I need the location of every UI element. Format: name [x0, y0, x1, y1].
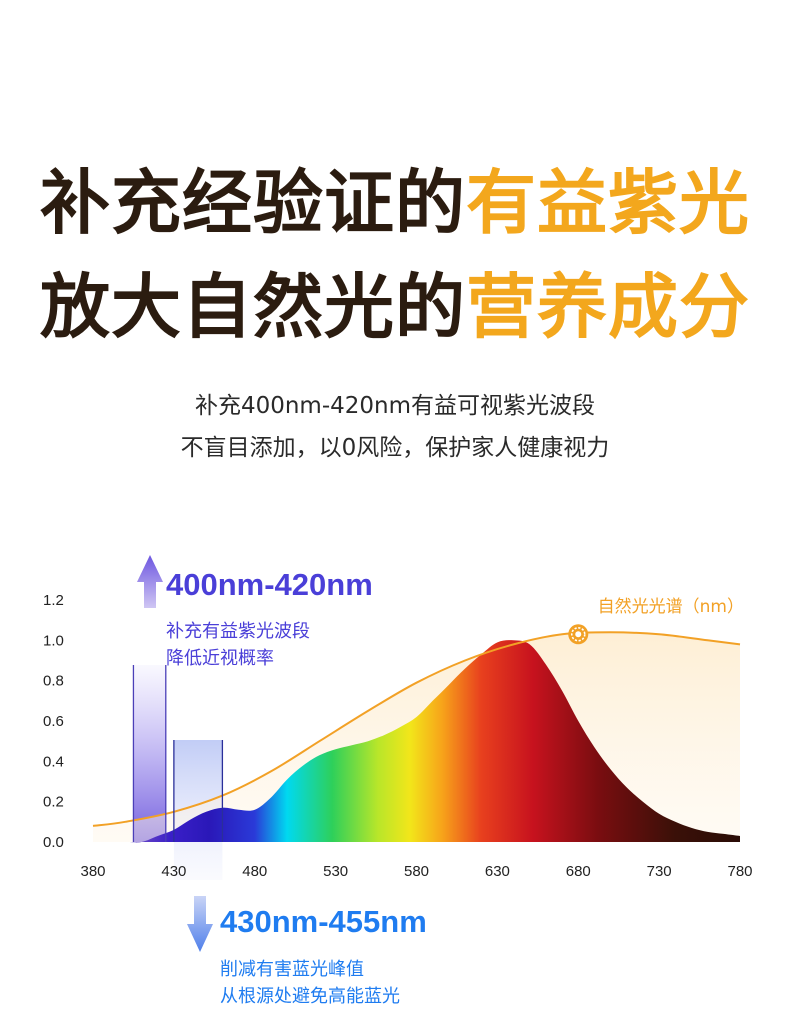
natural-light-legend: 自然光光谱（nm）	[598, 597, 744, 617]
violet-band-desc-1: 补充有益紫光波段	[166, 621, 310, 642]
x-tick-label: 480	[242, 863, 267, 880]
chart-legend: 自然光光谱（nm）	[568, 597, 744, 645]
x-tick-label: 530	[323, 863, 348, 880]
violet-band-beam	[133, 665, 166, 842]
violet-band-desc-2: 降低近视概率	[166, 648, 274, 669]
arrow-up-icon	[137, 555, 163, 608]
subtitle-2: 不盲目添加，以0风险，保护家人健康视力	[180, 435, 610, 461]
x-tick-label: 630	[485, 863, 510, 880]
led-spectrum-area	[93, 640, 740, 843]
sun-icon-core	[575, 631, 582, 638]
arrow-down-icon	[187, 896, 213, 952]
band-highlights	[133, 665, 223, 880]
blue-band-desc-1: 削减有害蓝光峰值	[220, 959, 364, 980]
y-tick-label: 0.4	[43, 753, 64, 770]
x-tick-label: 730	[647, 863, 672, 880]
x-tick-label: 680	[566, 863, 591, 880]
blue-band-label: 430nm-455nm	[220, 904, 427, 939]
headline-1-dark: 补充经验证的	[40, 162, 466, 244]
y-tick-label: 0.6	[43, 713, 64, 730]
x-tick-label: 380	[80, 863, 105, 880]
natural-light-curve	[92, 631, 741, 827]
y-tick-label: 0.2	[43, 794, 64, 811]
sun-icon-rays	[570, 626, 586, 642]
headline-2-accent: 营养成分	[466, 266, 750, 348]
violet-band-label: 400nm-420nm	[166, 567, 373, 602]
x-tick-label: 780	[727, 863, 752, 880]
x-tick-label: 580	[404, 863, 429, 880]
y-tick-label: 0.0	[43, 834, 64, 851]
chart-axes: 0.0 0.2 0.4 0.6 0.8 1.0 1.2 380 430 480 530 580 630 6…	[43, 592, 753, 880]
blue-band-desc-2: 从根源处避免高能蓝光	[220, 986, 400, 1007]
y-tick-label: 1.0	[43, 632, 64, 649]
headline-line-1: 补充经验证的有益紫光	[0, 158, 790, 248]
x-tick-label: 430	[161, 863, 186, 880]
headline-2-dark: 放大自然光的	[40, 266, 466, 348]
y-tick-label: 0.8	[43, 673, 64, 690]
band-boundary-lines	[132, 665, 224, 842]
subtitle-1: 补充400nm-420nm有益可视紫光波段	[194, 393, 596, 419]
headline-1-accent: 有益紫光	[466, 162, 750, 244]
headline-line-2: 放大自然光的营养成分	[0, 262, 790, 352]
y-tick-label: 1.2	[43, 592, 64, 609]
